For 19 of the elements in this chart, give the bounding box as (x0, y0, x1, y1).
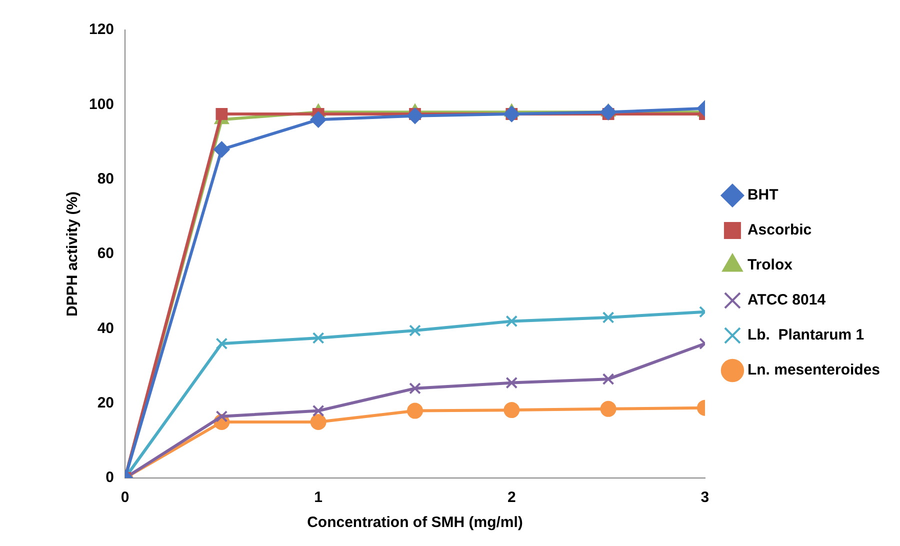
x-tick-label: 1 (314, 489, 323, 506)
x-tick-label: 0 (120, 489, 130, 506)
legend-label: ATCC 8014 (747, 292, 826, 309)
x-axis-title: Concentration of SMH (mg/ml) (307, 514, 523, 532)
y-tick-label: 100 (88, 96, 114, 113)
y-tick-label: 80 (97, 170, 114, 188)
x-tick-label: 2 (507, 489, 516, 506)
legend-label: BHT (747, 186, 778, 204)
y-tick-label: 20 (97, 394, 114, 412)
legend-label: Ln. mesenteroides (747, 362, 880, 379)
y-tick-label: 0 (106, 469, 114, 486)
legend-label: Lb. Plantarum 1 (747, 326, 864, 344)
y-tick-label: 60 (97, 245, 114, 262)
x-tick-label: 3 (700, 489, 710, 506)
legend-label: Ascorbic (747, 222, 812, 239)
y-tick-label: 40 (97, 320, 114, 337)
y-tick-label: 120 (88, 21, 114, 38)
y-axis-title: DPPH activity (%) (64, 191, 82, 317)
legend-label: Trolox (747, 256, 794, 274)
